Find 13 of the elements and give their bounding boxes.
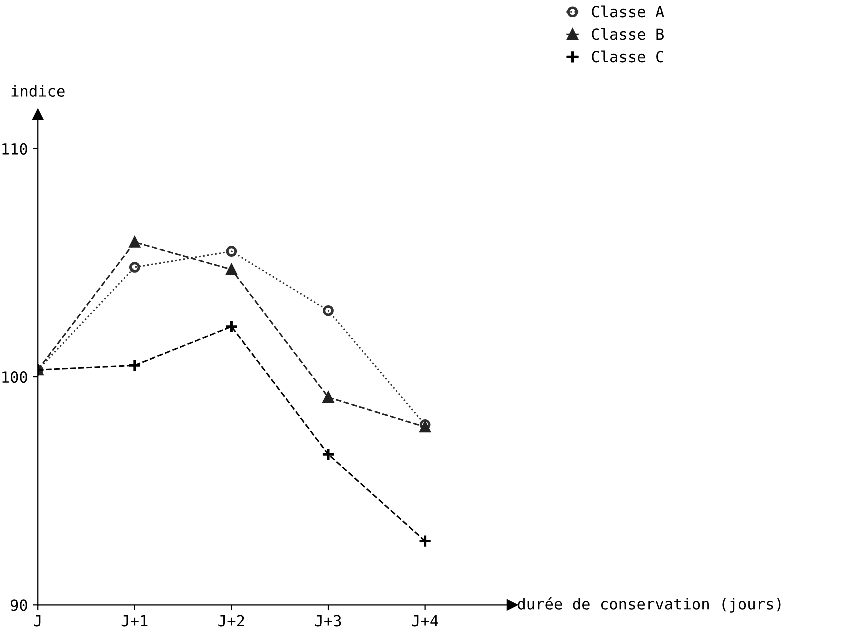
legend-label: Classe C bbox=[592, 50, 664, 63]
legend-label: Classe B bbox=[592, 28, 664, 40]
x-tick-label: J+3 bbox=[316, 615, 342, 627]
x-tick-label: J+4 bbox=[412, 615, 438, 627]
y-axis-title: indice bbox=[12, 85, 65, 97]
x-tick-label: J bbox=[34, 615, 41, 627]
x-tick-label: J+1 bbox=[122, 615, 148, 627]
y-tick-label: 90 bbox=[10, 600, 28, 612]
y-tick-label: 110 bbox=[2, 143, 28, 155]
legend-label: Classe A bbox=[592, 6, 664, 18]
x-axis-title: durée de conservation (jours) bbox=[518, 597, 781, 613]
y-tick-label: 100 bbox=[2, 372, 28, 384]
x-tick-label: J+2 bbox=[218, 615, 244, 627]
